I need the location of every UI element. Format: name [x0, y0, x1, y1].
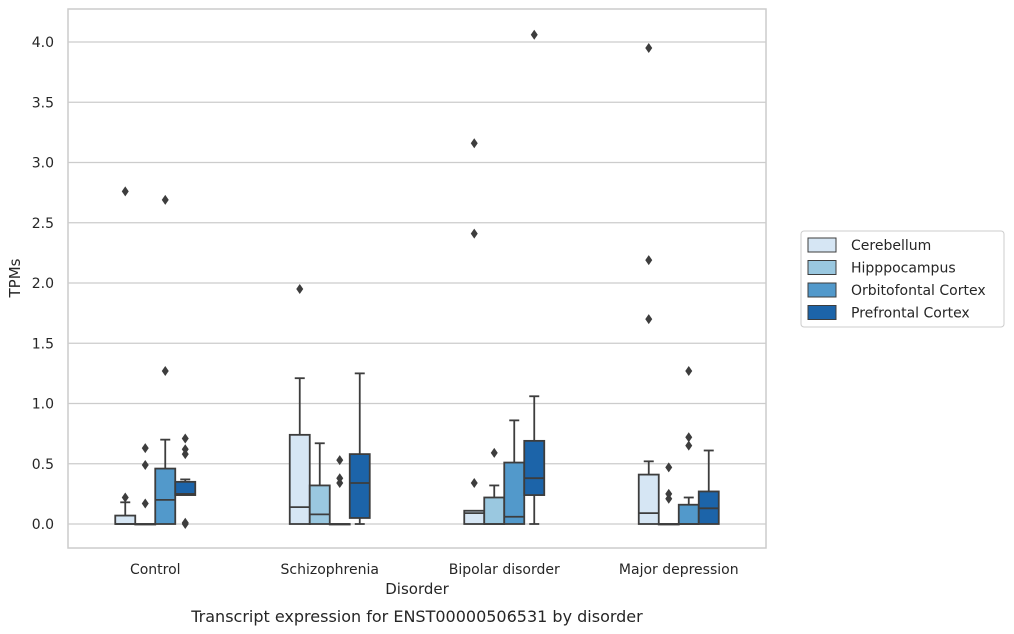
box — [523, 439, 546, 496]
legend-entry: Orbitofontal Cortex — [851, 283, 986, 299]
y-tick-label: 3.0 — [32, 156, 54, 172]
outlier-point — [470, 228, 478, 239]
outlier-point — [645, 255, 653, 266]
y-tick-label: 0.0 — [32, 517, 54, 533]
outlier-point — [161, 194, 169, 205]
box — [483, 496, 506, 525]
outlier-point — [141, 459, 149, 470]
y-tick-label: 1.5 — [32, 336, 54, 352]
y-tick-label: 3.5 — [32, 95, 54, 111]
x-tick-label: Control — [130, 562, 181, 578]
legend-swatch — [807, 305, 837, 320]
box — [677, 503, 700, 525]
outlier-point — [665, 462, 673, 473]
legend-entry: Hipppocampus — [851, 261, 956, 277]
y-tick-label: 1.0 — [32, 397, 54, 413]
legend-swatch — [807, 282, 837, 298]
box — [308, 484, 331, 525]
box-group — [483, 447, 506, 525]
outlier-point — [665, 488, 673, 499]
gridlines — [68, 41, 766, 525]
box-group — [503, 419, 526, 525]
x-tick-label: Schizophrenia — [281, 562, 379, 578]
box — [288, 433, 311, 525]
legend-entry: Cerebellum — [851, 238, 931, 254]
box-group — [697, 449, 720, 525]
x-tick-label: Bipolar disorder — [449, 562, 560, 578]
box-group — [637, 43, 660, 525]
box — [348, 453, 371, 519]
legend-swatch — [807, 260, 837, 275]
box-group — [523, 29, 546, 525]
box — [154, 467, 177, 525]
plot-area — [114, 29, 720, 529]
legend-frame — [800, 230, 1005, 328]
chart-caption: Transcript expression for ENST0000050653… — [190, 607, 643, 626]
outlier-point — [685, 440, 693, 451]
box — [637, 473, 660, 525]
legend: Cerebellum Hipppocampus Orbitofontal Corte… — [800, 230, 1005, 328]
box-group — [174, 433, 197, 529]
outlier-point — [470, 138, 478, 149]
outlier-point — [121, 492, 129, 503]
box-group — [114, 186, 137, 525]
box-group — [134, 443, 157, 526]
x-axis-label: Disorder — [385, 580, 449, 598]
outlier-point — [470, 478, 478, 489]
outlier-point — [336, 473, 344, 484]
box-group — [677, 365, 700, 525]
y-tick-label: 4.0 — [32, 35, 54, 51]
box-group — [463, 138, 486, 525]
y-axis-ticks: 0.0 0.5 1.0 1.5 2.0 2.5 3.0 3.5 4.0 — [32, 35, 54, 533]
y-axis-label: TPMs — [6, 258, 24, 298]
outlier-point — [530, 29, 538, 40]
legend-swatch — [807, 237, 837, 253]
outlier-point — [296, 284, 304, 295]
outlier-point — [181, 433, 189, 444]
outlier-point — [161, 365, 169, 376]
x-axis-ticks: Control Schizophrenia Bipolar disorder Majo… — [130, 562, 739, 578]
outlier-point — [645, 43, 653, 54]
box-group — [328, 455, 351, 526]
outlier-point — [336, 455, 344, 466]
box-group — [288, 284, 311, 525]
outlier-point — [490, 447, 498, 458]
legend-entry: Prefrontal Cortex — [851, 306, 970, 322]
x-tick-label: Major depression — [619, 562, 739, 578]
box — [114, 514, 137, 525]
outlier-point — [141, 498, 149, 509]
outlier-point — [181, 444, 189, 455]
box-group — [154, 194, 177, 525]
y-tick-label: 2.5 — [32, 216, 54, 232]
y-tick-label: 0.5 — [32, 457, 54, 473]
outlier-point — [141, 443, 149, 454]
outlier-point — [685, 365, 693, 376]
y-tick-label: 2.0 — [32, 276, 54, 292]
outlier-point — [645, 314, 653, 325]
outlier-point — [181, 517, 189, 528]
box-group — [308, 442, 331, 525]
box-group — [657, 462, 680, 526]
box-group — [348, 372, 371, 525]
box — [503, 461, 526, 525]
outlier-point — [121, 186, 129, 197]
box — [174, 480, 197, 496]
plot-frame — [67, 8, 767, 549]
outlier-point — [685, 432, 693, 443]
